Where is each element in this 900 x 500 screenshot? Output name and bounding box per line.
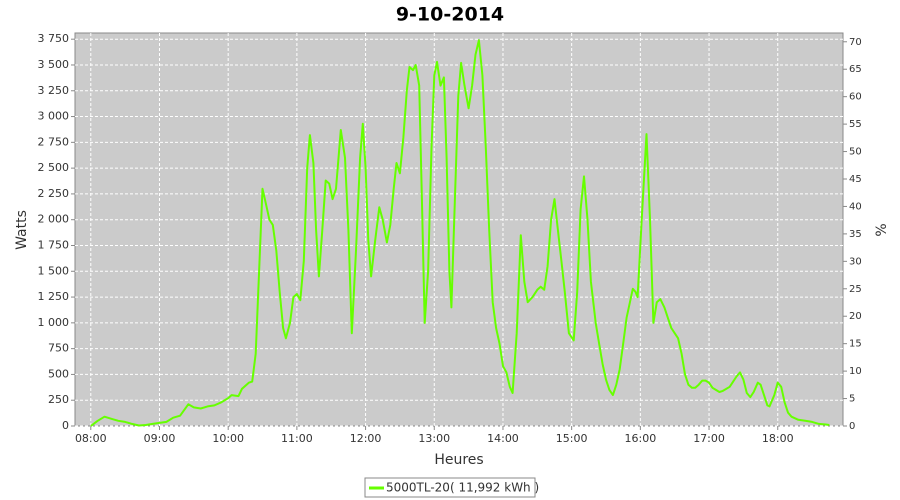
y-tick-label: 1 250 [38,290,70,303]
x-tick-label: 10:00 [212,432,244,445]
y2-axis-title: % [874,223,890,236]
y2-tick-label: 55 [849,119,862,130]
y2-tick-label: 70 [849,37,862,48]
y-tick-label: 500 [48,367,69,380]
y2-tick-label: 65 [849,64,862,75]
y-tick-label: 250 [48,393,69,406]
chart-title: 9-10-2014 [396,4,504,26]
x-axis-title: Heures [434,452,483,468]
y2-tick-label: 0 [849,421,855,432]
y-axis-title: Watts [14,210,30,250]
y2-tick-label: 20 [849,311,862,322]
y2-tick-label: 5 [849,394,855,405]
y-tick-label: 1 750 [38,238,70,251]
legend [364,477,536,498]
x-tick-label: 13:00 [418,432,450,445]
y2-tick-label: 50 [849,147,862,158]
y-tick-label: 3 000 [38,110,70,123]
y-tick-label: 3 750 [38,32,70,45]
y2-tick-label: 10 [849,366,862,377]
y-tick-label: 1 500 [38,264,70,277]
y-tick-label: 2 250 [38,187,70,200]
x-tick-label: 15:00 [556,432,588,445]
x-tick-label: 09:00 [144,432,176,445]
x-tick-label: 08:00 [75,432,107,445]
y-tick-label: 3 500 [38,58,70,71]
x-tick-label: 16:00 [625,432,657,445]
y2-tick-label: 45 [849,174,862,185]
x-tick-label: 18:00 [762,432,794,445]
y2-tick-label: 35 [849,229,862,240]
legend-label: 5000TL-20( 11,992 kWh ) [386,481,539,495]
data-line [90,39,830,427]
y-tick-label: 1 000 [38,316,70,329]
y2-tick-label: 30 [849,256,862,267]
y2-tick-label: 15 [849,339,862,350]
y-tick-label: 2 750 [38,135,70,148]
y2-tick-label: 25 [849,284,862,295]
y-tick-label: 2 500 [38,161,70,174]
x-tick-label: 11:00 [281,432,313,445]
x-tick-label: 14:00 [487,432,519,445]
x-tick-label: 12:00 [350,432,382,445]
y2-tick-label: 40 [849,201,862,212]
y2-tick-label: 60 [849,92,862,103]
y-tick-label: 3 250 [38,84,70,97]
y-tick-label: 0 [62,419,69,432]
y-tick-label: 2 000 [38,213,70,226]
y-tick-label: 750 [48,342,69,355]
x-tick-label: 17:00 [693,432,725,445]
